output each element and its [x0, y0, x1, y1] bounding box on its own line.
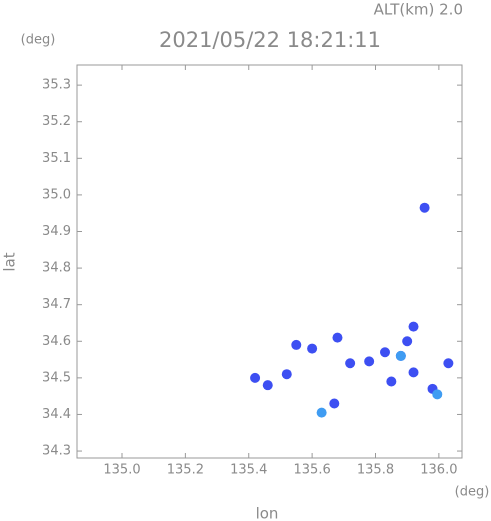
y-tick-label: 34.6 [42, 334, 71, 349]
echo-cell [332, 332, 343, 343]
x-axis-label: lon [256, 505, 279, 521]
echo-cell [402, 336, 413, 347]
echo-cell [291, 339, 302, 350]
echo-cell [364, 356, 375, 367]
y-tick-label: 35.3 [42, 78, 71, 93]
x-tick-label: 135.8 [357, 463, 394, 478]
echo-cell [408, 321, 419, 332]
y-tick-label: 35.1 [42, 151, 71, 166]
y-tick-label: 34.8 [42, 261, 71, 276]
echo-cell [281, 369, 292, 380]
x-tick-label: 135.4 [230, 463, 267, 478]
echo-cell [432, 389, 443, 400]
y-tick-label: 34.3 [42, 444, 71, 459]
y-tick-label: 34.4 [42, 407, 71, 422]
echo-cell [250, 372, 261, 383]
y-unit: (deg) [21, 33, 56, 48]
x-tick-label: 135.0 [103, 463, 140, 478]
echo-cell [316, 407, 327, 418]
echo-cell [345, 358, 356, 369]
echo-cell [307, 343, 318, 354]
chart-title: 2021/05/22 18:21:11 [159, 28, 381, 52]
echo-cell [386, 376, 397, 387]
echo-cell [443, 358, 454, 369]
y-tick-label: 35.2 [42, 114, 71, 129]
echo-cell [262, 380, 273, 391]
y-tick-label: 35.0 [42, 187, 71, 202]
x-tick-label: 136.0 [420, 463, 457, 478]
echo-cell [408, 367, 419, 378]
x-unit: (deg) [455, 485, 490, 500]
echo-cell [395, 350, 406, 361]
y-axis-label: lat [1, 252, 19, 271]
y-tick-label: 34.7 [42, 297, 71, 312]
y-tick-label: 34.9 [42, 224, 71, 239]
y-tick-label: 34.5 [42, 370, 71, 385]
echo-cell [419, 202, 430, 213]
echo-cell [329, 398, 340, 409]
echo-cell [380, 347, 390, 358]
x-tick-label: 135.2 [167, 463, 204, 478]
subtitle: ALT(km) 2.0 [374, 1, 463, 19]
x-tick-label: 135.6 [294, 463, 331, 478]
plot-frame [76, 64, 463, 459]
